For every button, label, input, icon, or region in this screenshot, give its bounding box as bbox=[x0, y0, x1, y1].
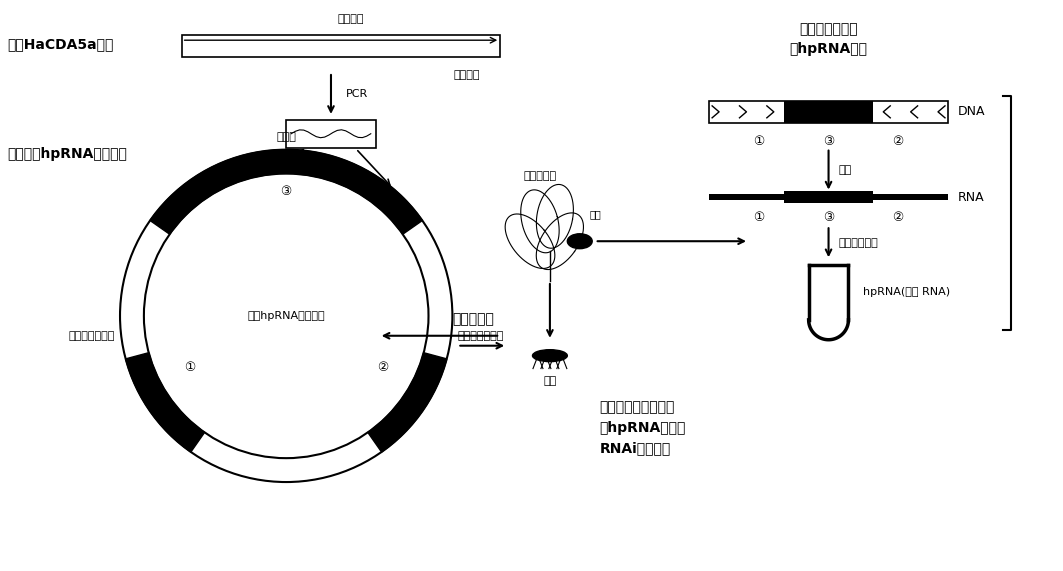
Circle shape bbox=[132, 162, 440, 470]
Bar bbox=[286, 120, 375, 148]
Bar bbox=[182, 35, 501, 57]
Polygon shape bbox=[120, 150, 453, 482]
Bar bbox=[783, 191, 874, 203]
Text: hpRNA(发卡 RNA): hpRNA(发卡 RNA) bbox=[863, 287, 950, 297]
Ellipse shape bbox=[533, 349, 568, 361]
Bar bbox=[783, 101, 874, 123]
Polygon shape bbox=[144, 174, 428, 458]
Text: PCR: PCR bbox=[345, 89, 368, 99]
Text: ①: ① bbox=[754, 211, 764, 224]
Text: 植物hpRNA表达载体: 植物hpRNA表达载体 bbox=[248, 311, 325, 321]
Text: 害虫: 害虫 bbox=[590, 210, 602, 219]
Text: 上游引物: 上游引物 bbox=[338, 14, 365, 25]
Text: 四、转基因转录
及hpRNA形成: 四、转基因转录 及hpRNA形成 bbox=[790, 22, 867, 56]
Polygon shape bbox=[368, 353, 446, 452]
Text: ③: ③ bbox=[281, 185, 292, 198]
Text: 转录: 转录 bbox=[839, 165, 851, 175]
Text: 植物转录起动子: 植物转录起动子 bbox=[69, 331, 115, 341]
Polygon shape bbox=[150, 150, 422, 234]
Text: RNA: RNA bbox=[958, 191, 984, 204]
Text: 转基因植物: 转基因植物 bbox=[523, 171, 557, 182]
Text: ①: ① bbox=[184, 361, 195, 374]
Text: 五、取食植物害虫摄
入hpRNA而引起
RNAi导致死亡: 五、取食植物害虫摄 入hpRNA而引起 RNAi导致死亡 bbox=[600, 400, 686, 456]
Text: 植物转录终止子: 植物转录终止子 bbox=[457, 331, 504, 341]
Text: 反向序列配对: 反向序列配对 bbox=[839, 238, 878, 248]
Ellipse shape bbox=[568, 234, 592, 249]
Text: 一、HaCDA5a基因: 一、HaCDA5a基因 bbox=[7, 37, 114, 51]
Text: ③: ③ bbox=[823, 135, 834, 148]
Bar bbox=[709, 195, 948, 200]
Text: 害虫: 害虫 bbox=[543, 376, 557, 385]
Text: 二、构建hpRNA表达载体: 二、构建hpRNA表达载体 bbox=[7, 147, 128, 160]
Text: 三、转基因: 三、转基因 bbox=[453, 312, 494, 326]
Text: ②: ② bbox=[377, 361, 389, 374]
Text: ②: ② bbox=[893, 211, 904, 224]
Text: DNA: DNA bbox=[958, 105, 985, 118]
Text: ③: ③ bbox=[823, 211, 834, 224]
Text: 下游引物: 下游引物 bbox=[454, 70, 480, 80]
Text: ②: ② bbox=[893, 135, 904, 148]
Text: ①: ① bbox=[754, 135, 764, 148]
Bar bbox=[709, 101, 948, 123]
Text: 内含子: 内含子 bbox=[276, 132, 297, 142]
Polygon shape bbox=[125, 353, 204, 452]
